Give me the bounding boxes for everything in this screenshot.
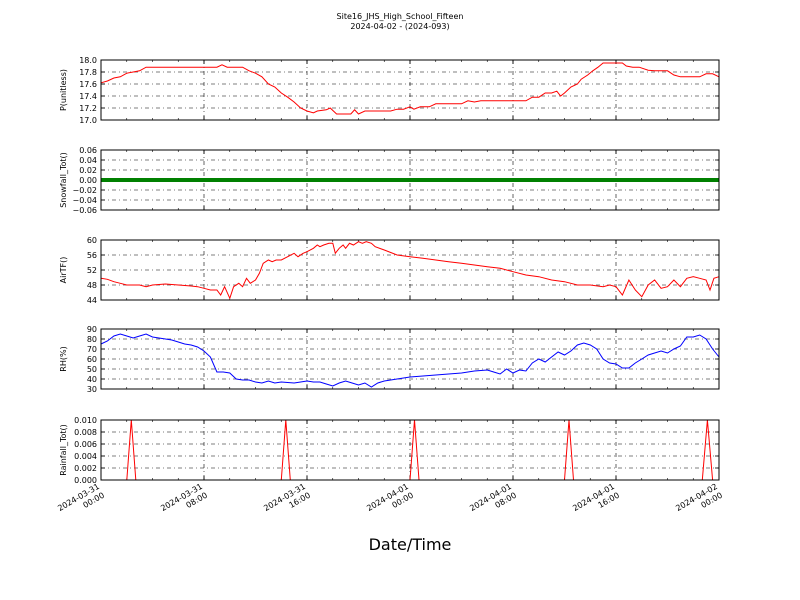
y-tick-label: 0.008 (74, 428, 97, 437)
x-tick-label: 2024-04-0108:00 (468, 482, 518, 522)
y-tick-label: 17.8 (79, 68, 97, 77)
y-tick-label: 30 (87, 385, 97, 394)
series-line-3-0 (100, 333, 720, 388)
y-tick-label: 44 (87, 296, 97, 305)
y-tick-label: 0.02 (79, 166, 97, 175)
y-tick-label: 0.04 (79, 156, 97, 165)
y-tick-label: 0.00 (79, 176, 97, 185)
panel-frame (100, 239, 720, 301)
panel-frame (100, 328, 720, 390)
x-tick-label: 2024-03-3108:00 (159, 482, 209, 522)
y-axis-label: RH(%) (59, 346, 68, 371)
y-axis-label: P(unitless) (59, 69, 68, 111)
x-tick-label: 2024-03-3116:00 (262, 482, 312, 522)
y-tick-label: −0.02 (72, 186, 97, 195)
panel-frame (100, 59, 720, 121)
x-tick-label: 2024-04-0200:00 (674, 482, 724, 522)
panel-1: −0.06−0.04−0.020.000.020.040.06 Snowfall_… (59, 146, 720, 215)
y-axis-label: AirTF() (59, 257, 68, 284)
y-tick-label: 0.000 (74, 476, 97, 485)
y-tick-label: 0.010 (74, 416, 97, 425)
y-tick-label: 0.004 (74, 452, 97, 461)
y-tick-label: 80 (87, 335, 97, 344)
y-tick-label: 0.06 (79, 146, 97, 155)
y-tick-label: 52 (87, 266, 97, 275)
y-tick-label: 60 (87, 236, 97, 245)
y-tick-label: 17.0 (79, 116, 97, 125)
chart-subtitle: 2024-04-02 - (2024-093) (350, 22, 449, 31)
y-axis-label: Rainfall_Tot() (59, 424, 68, 476)
series-line-0-0 (100, 62, 720, 115)
x-tick-labels: 2024-03-3100:00 2024-03-3108:00 2024-03-31… (56, 482, 724, 522)
y-tick-label: 48 (87, 281, 97, 290)
x-tick-label: 2024-04-0116:00 (571, 482, 621, 522)
y-tick-label: 17.2 (79, 104, 97, 113)
series-line-2-0 (100, 241, 720, 300)
y-tick-label: 90 (87, 325, 97, 334)
panel-0: 17.0 17.2 17.4 17.6 17.8 18.0 P(unitless) (59, 56, 720, 125)
y-tick-label: 0.006 (74, 440, 97, 449)
panel-frame (100, 149, 720, 211)
panel-2: 44 48 52 56 60 AirTF() (59, 236, 720, 305)
x-axis-label: Date/Time (369, 535, 452, 554)
chart-title: Site16_JHS_High_School_Fifteen (337, 12, 464, 21)
y-tick-label: 40 (87, 375, 97, 384)
x-tick-label: 2024-03-3100:00 (56, 482, 106, 522)
y-tick-label: 56 (87, 251, 97, 260)
y-axis-label: Snowfall_Tot() (59, 152, 68, 208)
panel-4: 0.000 0.002 0.004 0.006 0.008 0.010 Rainfall_T… (59, 416, 720, 485)
y-tick-label: 60 (87, 355, 97, 364)
y-tick-label: −0.04 (72, 196, 97, 205)
y-tick-label: 0.002 (74, 464, 97, 473)
panels-group: 17.0 17.2 17.4 17.6 17.8 18.0 P(unitless) −0.06… (59, 56, 720, 485)
panel-frame (100, 419, 720, 481)
y-tick-label: 18.0 (79, 56, 97, 65)
y-tick-label: 70 (87, 345, 97, 354)
x-tick-label: 2024-04-0100:00 (365, 482, 415, 522)
y-tick-label: 17.4 (79, 92, 97, 101)
y-tick-label: 17.6 (79, 80, 97, 89)
y-tick-label: 50 (87, 365, 97, 374)
y-tick-label: −0.06 (72, 206, 97, 215)
